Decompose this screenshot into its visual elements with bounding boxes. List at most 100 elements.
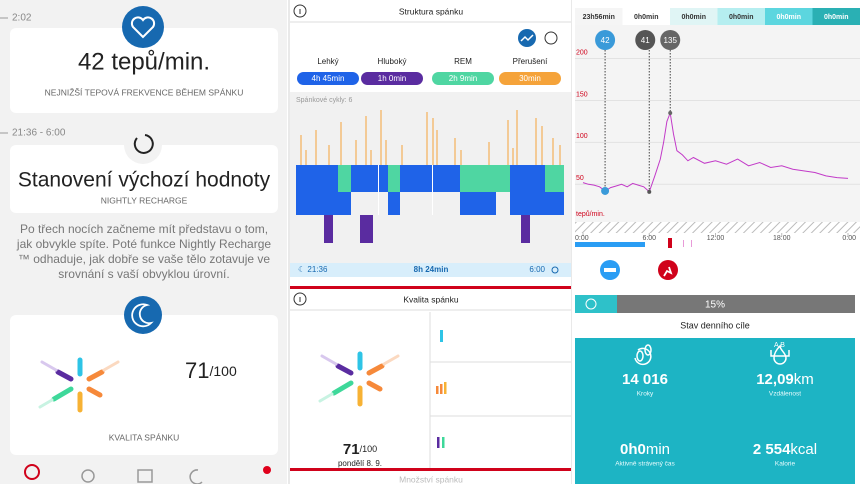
stage-duration: 1h 0min — [378, 74, 406, 83]
nav-icon[interactable] — [81, 469, 95, 483]
marker-badge[interactable] — [660, 30, 681, 50]
y-tick-label: 50 — [576, 175, 584, 182]
caption: NIGHTLY RECHARGE — [101, 195, 188, 205]
y-axis-label: tepů/min. — [576, 210, 605, 218]
rating-icon — [444, 382, 447, 394]
goal-label: 15% — [705, 300, 725, 311]
caption: NEJNIŽŠÍ TEPOVÁ FREKVENCE BĚHEM SPÁNKU — [45, 87, 244, 97]
badge — [263, 466, 271, 474]
x-tick-label: 0:00 — [842, 235, 856, 242]
time-bar — [290, 263, 571, 277]
stat-unit: km — [794, 371, 814, 388]
stage-name: Hluboký — [378, 57, 407, 66]
stat-label: Vzdálenost — [769, 391, 801, 398]
y-tick-label: 150 — [576, 91, 588, 98]
tab-label: 0h0min — [634, 14, 659, 21]
x-tick-label: 6:00 — [642, 235, 656, 242]
score: 71/100 — [343, 441, 377, 458]
nav-icon[interactable] — [24, 464, 40, 480]
x-tick-label: 18:00 — [773, 235, 791, 242]
score-value: 71 — [185, 358, 209, 383]
stage-duration: 4h 45min — [312, 74, 345, 83]
chart-bg — [575, 25, 860, 222]
tab[interactable] — [670, 8, 718, 25]
sleep-glyph — [604, 268, 616, 272]
tab[interactable] — [575, 8, 623, 25]
tab-label: 0h0min — [681, 14, 706, 21]
y-tick-label: 100 — [576, 133, 588, 140]
tab[interactable] — [765, 8, 813, 25]
marker-badge[interactable] — [635, 30, 656, 50]
heart-rate: 42 tepů/min. — [78, 48, 210, 75]
x-tick-label: 0:00 — [575, 235, 589, 242]
hypnogram — [300, 110, 561, 165]
stat-unit: min — [646, 441, 670, 458]
stage-name: Přerušení — [513, 57, 548, 66]
marker-label: 135 — [664, 36, 678, 45]
stat-value: 12,09km — [756, 371, 814, 388]
activity-bar — [683, 240, 684, 247]
activity-bar — [691, 240, 692, 247]
tab[interactable] — [622, 8, 671, 25]
card — [10, 145, 278, 213]
activity-icon[interactable] — [658, 260, 678, 280]
rating-icon — [442, 437, 445, 448]
stage-duration: 2h 9min — [449, 74, 477, 83]
score-max: /100 — [209, 363, 236, 379]
stat-label: Aktivně strávený čas — [615, 461, 675, 468]
marker-label: 41 — [641, 36, 650, 45]
trend-glyph — [520, 34, 534, 42]
time: 2:02 — [12, 13, 32, 24]
stage-pill — [432, 72, 494, 85]
heart-rate-line — [582, 111, 849, 193]
section-title: Kvalita spánku — [403, 294, 459, 304]
stat-label: Kalorie — [775, 461, 796, 468]
score-value: 71 — [343, 441, 360, 458]
heart-glyph — [130, 16, 156, 39]
stat-unit: kcal — [790, 441, 817, 458]
tab[interactable] — [717, 8, 766, 25]
stage-pill — [499, 72, 561, 85]
tab-label: 23h56min — [583, 14, 615, 21]
rating-icon — [440, 384, 443, 394]
stage-pill — [361, 72, 423, 85]
tab[interactable] — [812, 8, 860, 25]
date: pondělí 8. 9. — [338, 459, 382, 468]
stat-number: 0h0 — [620, 441, 646, 458]
caption: KVALITA SPÁNKU — [109, 432, 180, 442]
stat-number: 14 016 — [622, 371, 668, 388]
stat-icons — [634, 344, 790, 366]
card — [10, 315, 278, 455]
toggle[interactable] — [544, 31, 558, 45]
moon-glyph — [131, 303, 154, 328]
marker-badge[interactable] — [595, 30, 616, 50]
stat-value: 14 016 — [622, 371, 668, 388]
hatch — [575, 222, 860, 233]
info-icon[interactable] — [293, 292, 307, 306]
recharge-text: Po třech nocích začneme mít představu o … — [16, 222, 272, 281]
section-border — [290, 286, 571, 289]
marker-point — [668, 111, 673, 116]
total: 8h 24min — [414, 265, 449, 274]
goal-title: Stav denního cíle — [680, 320, 750, 330]
nav-icon[interactable] — [137, 469, 153, 483]
tab-label: 0h0min — [776, 14, 801, 21]
stage-pill — [297, 72, 359, 85]
section-title: Množství spánku — [399, 474, 463, 484]
info-icon[interactable] — [585, 298, 597, 310]
stat-number: 2 554 — [753, 441, 791, 458]
activity-glyph — [663, 266, 673, 277]
stage-duration: 30min — [519, 74, 541, 83]
period: 21:36 - 6:00 — [12, 128, 66, 139]
section-title: Struktura spánku — [399, 6, 464, 16]
info-icon[interactable] — [293, 4, 307, 18]
stats-box — [575, 338, 855, 484]
stat-icon-text: A B — [774, 342, 785, 349]
stat-label: Kroky — [637, 391, 654, 398]
recharge-glyph — [133, 134, 154, 154]
moon-icon — [124, 296, 162, 334]
heart-icon — [122, 6, 164, 48]
end: 6:00 — [529, 265, 545, 274]
